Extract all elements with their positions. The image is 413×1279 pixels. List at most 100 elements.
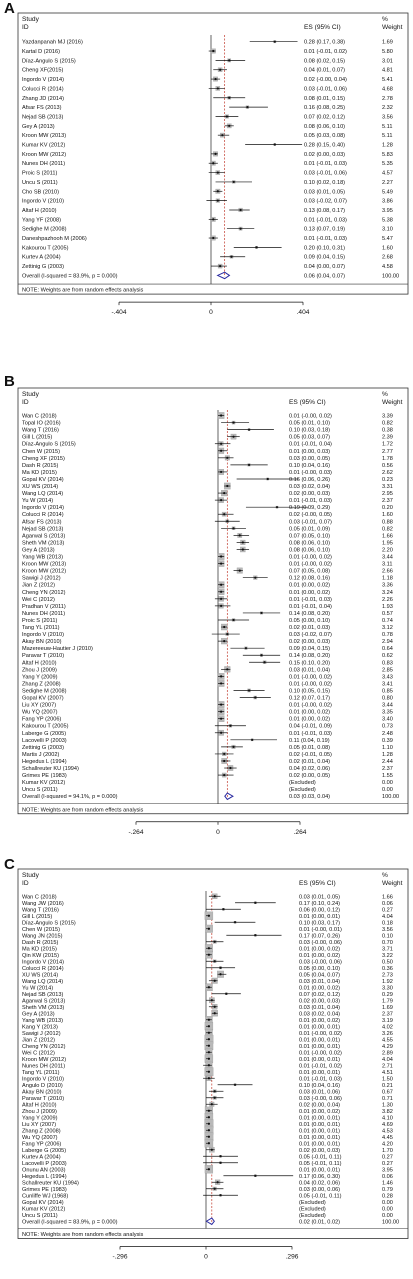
study-row: Dash R (2015) 0.10 (0.04, 0.16) 0.56 xyxy=(22,463,393,469)
point-estimate xyxy=(232,527,235,530)
point-estimate xyxy=(207,1025,211,1028)
study-label: Akay BN (2010) xyxy=(22,1089,62,1095)
weight-text: 5.49 xyxy=(382,189,393,195)
weight-text: 0.27 xyxy=(382,1161,393,1167)
study-row: Tang YL (2011) 0.01 (0.00, 0.01) 4.51 xyxy=(22,1067,393,1077)
effect-size-text: 0.05 (0.01, 0.10) xyxy=(289,421,330,427)
effect-size-text: 0.01 (0.00, 0.01) xyxy=(299,1122,340,1128)
effect-size-text: 0.28 (0.17, 0.38) xyxy=(304,40,345,46)
study-label: Ingordo V (2010) xyxy=(22,632,64,638)
effect-size-text: 0.01 (-0.01, 0.02) xyxy=(299,1063,342,1069)
weight-text: 3.44 xyxy=(382,703,393,709)
study-row: Kroon MW (2012) 0.02 (0.00, 0.03) 5.83 xyxy=(22,151,393,158)
weight-text: 3.35 xyxy=(382,710,393,716)
study-row: Kurtev A (2004) 0.05 (-0.01, 0.11) 0.27 xyxy=(22,1154,393,1160)
study-row: Altaf H (2010) 0.02 (0.00, 0.04) 1.30 xyxy=(22,1101,393,1108)
effect-size-text: 0.02 (0.01, 0.03) xyxy=(289,625,330,631)
weight-text: 0.38 xyxy=(382,428,393,434)
weight-text: 3.01 xyxy=(382,58,393,64)
study-label: Afsar FS (2013) xyxy=(22,105,62,111)
study-row: Wan C (2018) 0.03 (0.01, 0.05) 1.66 xyxy=(22,893,393,900)
study-row: Agarwal S (2013) 0.07 (0.05, 0.10) 1.66 xyxy=(22,533,393,539)
effect-size-text: 0.01 (0.00, 0.01) xyxy=(299,1024,340,1030)
weight-text: 2.44 xyxy=(382,759,393,765)
point-estimate xyxy=(219,966,222,969)
weight-text: 1.55 xyxy=(382,773,393,779)
study-row: Nejad SB (2013) 0.07 (0.02, 0.12) 3.56 xyxy=(22,114,393,120)
weight-text: 0.82 xyxy=(382,421,393,427)
study-row: Nunes DH (2011) 0.01 (-0.01, 0.03) 5.35 xyxy=(22,160,393,167)
study-label: Nunes DH (2011) xyxy=(22,161,65,167)
point-estimate xyxy=(212,162,215,165)
weight-text: 3.31 xyxy=(382,484,393,490)
point-estimate xyxy=(213,895,216,898)
point-estimate xyxy=(216,171,219,174)
point-estimate xyxy=(207,927,211,930)
point-estimate xyxy=(223,773,226,777)
point-estimate xyxy=(216,190,219,193)
study-row: Hegedus L (1994) 0.02 (0.01, 0.04) 2.44 xyxy=(22,758,393,765)
study-row: Laberge G (2005) 0.02 (0.00, 0.03) 1.70 xyxy=(22,1146,393,1154)
effect-size-text: 0.03 (-0.00, 0.06) xyxy=(299,1096,342,1102)
weight-text: 3.95 xyxy=(382,208,393,214)
point-estimate xyxy=(220,731,223,734)
effect-size-text: 0.04 (0.02, 0.06) xyxy=(299,1180,340,1186)
study-row: Liu XY (2007) 0.01 (-0.00, 0.02) 3.44 xyxy=(22,701,393,709)
effect-size-text: 0.05 (-0.01, 0.11) xyxy=(299,1193,342,1199)
weight-text: 3.43 xyxy=(382,674,393,680)
study-row: Zettinig G (2003) 0.05 (0.01, 0.08) 1.10 xyxy=(22,745,393,751)
study-label: Jian Z (2012) xyxy=(22,1037,55,1043)
point-estimate xyxy=(220,583,223,586)
study-label: XU WS (2014) xyxy=(22,972,58,978)
study-row: Ingordo V (2014) 0.02 (-0.00, 0.04) 5.41 xyxy=(22,76,393,83)
effect-size-text: 0.01 (0.00, 0.02) xyxy=(299,1018,340,1024)
study-row: Wang LQ (2014) 0.02 (0.00, 0.03) 2.95 xyxy=(22,490,393,497)
study-row: Kakourou T (2005) 0.04 (-0.01, 0.09) 0.73 xyxy=(22,724,393,730)
weight-text: 1.72 xyxy=(382,442,393,448)
effect-size-text: 0.02 (0.01, 0.04) xyxy=(289,759,330,765)
study-row: Sedighe M (2008) 0.10 (0.05, 0.15) 0.85 xyxy=(22,688,393,694)
effect-size-text: 0.02 (0.00, 0.03) xyxy=(299,1148,340,1154)
study-label: Afsar FS (2013) xyxy=(22,519,62,525)
weight-text: 4.53 xyxy=(382,1128,393,1134)
point-estimate xyxy=(207,1044,211,1047)
weight-text: 3.30 xyxy=(382,985,393,991)
point-estimate xyxy=(228,59,231,62)
point-estimate xyxy=(226,520,229,523)
header-percent: % xyxy=(382,872,388,879)
effect-size-text: 0.01 (0.00, 0.01) xyxy=(299,1115,340,1121)
study-label: Nejad SB (2013) xyxy=(22,114,63,120)
study-label: Kang Y (2013) xyxy=(22,1024,58,1030)
point-estimate xyxy=(213,1187,216,1190)
study-row: Laberge G (2005) 0.01 (-0.01, 0.03) 2.48 xyxy=(22,729,393,737)
weight-text: 3.19 xyxy=(382,1018,393,1024)
study-label: Grimes PE (1983) xyxy=(22,1187,67,1193)
weight-text: 0.27 xyxy=(382,907,393,913)
weight-text: 0.28 xyxy=(382,1193,393,1199)
study-label: Uncu S (2011) xyxy=(22,180,58,186)
weight-text: 1.30 xyxy=(382,1102,393,1108)
point-estimate xyxy=(219,973,222,976)
effect-size-text: 0.11 (0.04, 0.19) xyxy=(289,738,330,744)
overall-effect-text: 0.06 (0.04, 0.07) xyxy=(304,273,345,279)
overall-label: Overall (I-squared = 83.9%, p = 0.000) xyxy=(22,273,118,279)
header-percent: % xyxy=(382,391,388,398)
study-label: Daneshpazhooh M (2006) xyxy=(22,236,87,242)
point-estimate xyxy=(251,738,254,741)
point-estimate xyxy=(254,1174,257,1177)
effect-size-text: 0.05 (-0.01, 0.11) xyxy=(299,1154,342,1160)
weight-text: 3.22 xyxy=(382,953,393,959)
effect-size-text: 0.07 (0.02, 0.12) xyxy=(299,992,340,998)
study-label: Zhou J (2009) xyxy=(22,667,57,673)
weight-text: 1.69 xyxy=(382,1005,393,1011)
study-row: Uncu S (2011) (Excluded) 0.00 xyxy=(22,787,393,793)
study-label: Altaf H (2010) xyxy=(22,208,57,214)
overall-diamond xyxy=(205,1217,215,1226)
study-row: Wei C (2012) 0.01 (-0.01, 0.03) 2.26 xyxy=(22,596,393,603)
point-estimate xyxy=(214,152,217,155)
weight-text: 0.21 xyxy=(382,1083,393,1089)
weight-text: 0.83 xyxy=(382,660,393,666)
weight-text: 0.80 xyxy=(382,696,393,702)
study-label: Zettinig G (2003) xyxy=(22,745,64,751)
effect-size-text: 0.07 (0.02, 0.12) xyxy=(304,114,345,120)
